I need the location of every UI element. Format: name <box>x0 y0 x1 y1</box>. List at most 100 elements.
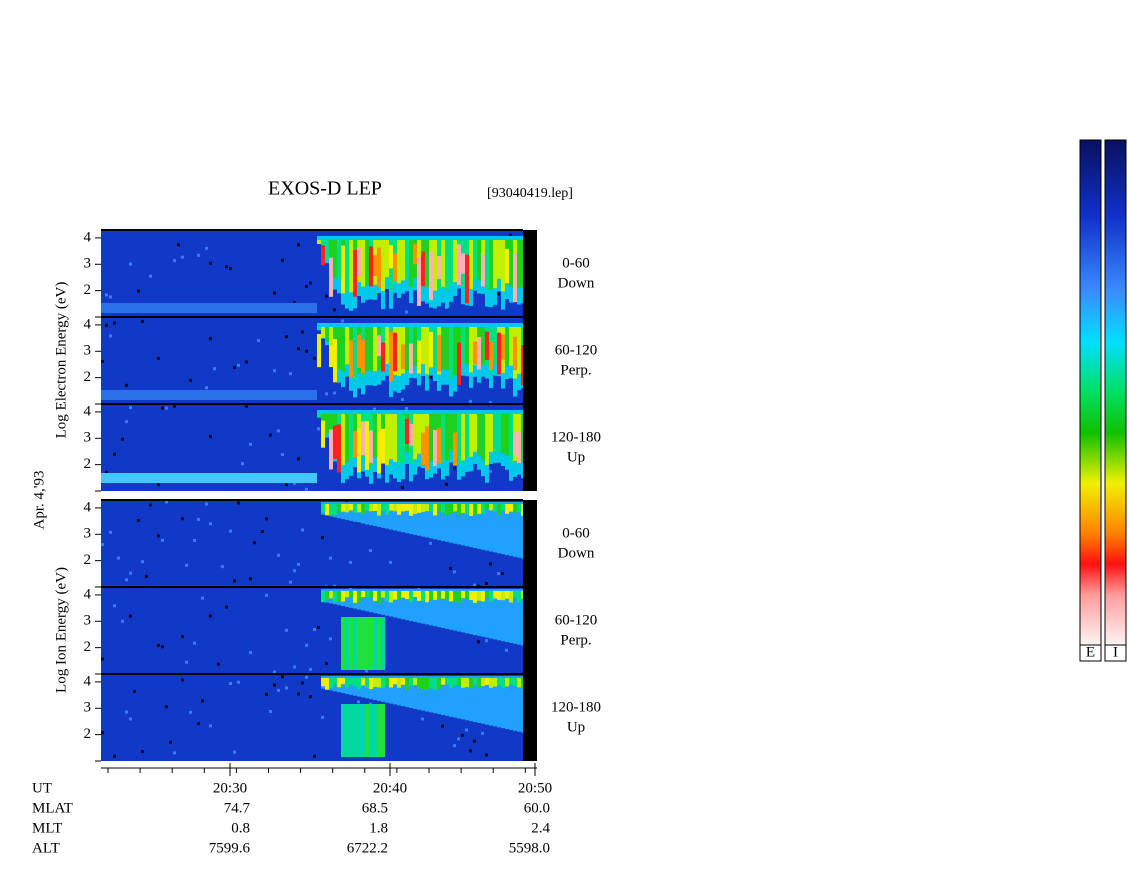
spectrogram-pixel <box>241 303 245 313</box>
spectrogram-pixel <box>441 504 445 513</box>
spectrogram-pixel <box>401 397 404 401</box>
spectrogram-pixel <box>373 502 377 527</box>
spectrogram-pixel <box>129 262 132 266</box>
spectrogram-pixel <box>297 562 300 566</box>
spectrogram-pixel <box>141 303 145 313</box>
spectrogram-pixel <box>461 733 464 737</box>
spectrogram-pixel <box>309 390 313 400</box>
spectrogram-pixel <box>349 240 353 293</box>
spectrogram-pixel <box>309 303 313 313</box>
spectrogram-pixel <box>181 473 185 483</box>
spectrogram-pixel <box>385 678 389 685</box>
spectrogram-pixel <box>317 414 321 418</box>
spectrogram-pixel <box>185 390 189 400</box>
spectrogram-pixel <box>125 473 129 483</box>
spectrogram-pixel <box>445 504 449 515</box>
pitch-range: 60-120 <box>555 612 598 628</box>
spectrogram-pixel <box>145 303 149 313</box>
spectrogram-pixel <box>501 240 505 292</box>
spectrogram-pixel <box>181 517 184 521</box>
spectrogram-pixel <box>217 662 220 666</box>
spectrogram-pixel <box>181 635 184 639</box>
spectrogram-pixel <box>141 390 145 400</box>
spectrogram-pixel <box>509 327 513 366</box>
spectrogram-pixel <box>425 676 429 712</box>
spectrogram-pixel <box>437 428 441 464</box>
spectrogram-pixel <box>221 473 225 483</box>
spectrogram-pixel <box>377 591 381 603</box>
spectrogram-pixel <box>361 617 365 670</box>
spectrogram-pixel <box>113 321 116 325</box>
spectrogram-pixel <box>497 502 501 554</box>
spectrogram-pixel <box>249 577 252 581</box>
spectrogram-pixel <box>353 704 357 757</box>
spectrogram-pixel <box>469 414 473 457</box>
spectrogram-pixel <box>205 502 208 506</box>
spectrogram-pixel <box>277 390 281 400</box>
spectrogram-pixel <box>481 731 484 735</box>
spectrogram-pixel <box>229 529 232 533</box>
spectrogram-pixel <box>325 414 329 434</box>
spectrogram-pixel <box>109 473 113 483</box>
spectrogram-pixel <box>441 502 445 541</box>
spectrogram-pixel <box>409 504 413 516</box>
spectrogram-pixel <box>481 676 485 724</box>
spectrogram-pixel <box>513 676 517 731</box>
spectrogram-pixel <box>357 504 361 513</box>
spectrogram-pixel <box>297 347 300 351</box>
spectrogram-pixel <box>501 334 505 360</box>
spectrogram-pixel <box>401 678 405 685</box>
spectrogram-pixel <box>349 504 353 511</box>
spectrogram-pixel <box>217 303 221 313</box>
chart-title: EXOS-D LEP <box>268 178 382 200</box>
spectrogram-pixel <box>421 678 425 690</box>
spectrogram-pixel <box>137 473 141 483</box>
spectrogram-pixel <box>381 676 385 702</box>
spectrogram-pixel <box>133 473 137 483</box>
spectrogram-pixel <box>445 591 449 601</box>
spectrogram-pixel <box>369 549 372 553</box>
spectrogram-pixel <box>373 678 377 688</box>
spectrogram-pixel <box>109 295 112 299</box>
spectrogram-pixel <box>169 303 173 313</box>
spectrogram-pixel <box>501 589 505 642</box>
spectrogram-pixel <box>485 589 489 638</box>
spectrogram-pixel <box>505 589 509 643</box>
spectrogram-pixel <box>273 303 277 313</box>
spectrogram-pixel <box>349 676 353 695</box>
spectrogram-pixel <box>233 750 236 754</box>
spectrogram-pixel <box>345 704 349 757</box>
spectrogram-pixel <box>265 692 268 696</box>
spectrogram-pixel <box>397 589 401 619</box>
spectrogram-pixel <box>433 327 437 368</box>
spectrogram-pixel <box>173 473 177 483</box>
spectrogram-pixel <box>249 651 252 655</box>
spectrogram-pixel <box>157 534 160 538</box>
spectrogram-pixel <box>101 543 104 547</box>
spectrogram-pixel <box>101 303 105 313</box>
spectrogram-pixel <box>121 473 125 483</box>
spectrogram-pixel <box>317 323 321 328</box>
spectrogram-pixel <box>461 678 465 688</box>
spectrogram-pixel <box>117 473 121 483</box>
spectrogram-pixel <box>305 349 308 353</box>
spectrogram-pixel <box>117 556 120 560</box>
spectrogram-pixel <box>317 427 320 431</box>
spectrogram-pixel <box>209 261 212 265</box>
orbit-value: 5598.0 <box>509 840 550 856</box>
spectrogram-pixel <box>369 589 373 613</box>
spectrogram-pixel <box>297 390 301 400</box>
spectrogram-pixel <box>397 678 401 688</box>
spectrogram-pixel <box>337 678 341 688</box>
spectrogram-pixel <box>329 345 333 368</box>
spectrogram-pixel <box>205 303 209 313</box>
spectrogram-pixel <box>333 240 337 278</box>
spectrogram-pixel <box>209 337 212 341</box>
spectrogram-pixel <box>457 502 461 545</box>
spectrogram-pixel <box>485 591 489 598</box>
spectrogram-pixel <box>141 750 144 754</box>
spectrogram-pixel <box>441 676 445 715</box>
spectrogram-pixel <box>473 240 477 279</box>
spectrogram-pixel <box>417 256 421 306</box>
spectrogram-pixel <box>405 418 409 445</box>
